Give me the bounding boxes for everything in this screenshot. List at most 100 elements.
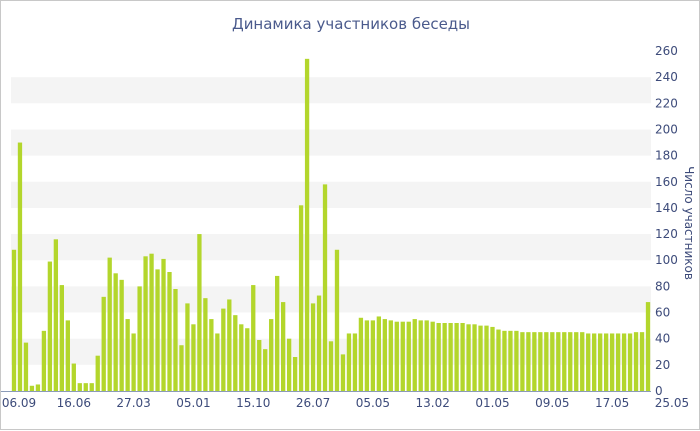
bar [466, 324, 471, 391]
bar [11, 249, 17, 391]
bar [418, 320, 423, 391]
grid-band [11, 77, 651, 104]
bar [155, 269, 160, 391]
x-tick-label: 09.05 [535, 396, 569, 410]
bar [376, 316, 382, 391]
bar [358, 317, 364, 391]
bar [227, 299, 232, 391]
bar [269, 319, 274, 391]
bar [454, 323, 459, 391]
bar [526, 332, 531, 391]
bar [215, 333, 220, 391]
bar [89, 383, 94, 391]
bar [251, 285, 256, 391]
bar [275, 275, 280, 391]
bar [113, 273, 118, 391]
bar [161, 258, 166, 391]
grid-band [11, 129, 651, 156]
bar [382, 319, 387, 391]
bar [257, 340, 262, 391]
bar [125, 319, 130, 391]
bar [490, 326, 495, 391]
bar [280, 302, 286, 391]
bar [233, 315, 238, 391]
y-tick-label: 40 [655, 332, 670, 346]
x-tick-label: 05.05 [356, 396, 390, 410]
bar [316, 295, 322, 391]
bar [101, 296, 106, 391]
bar [609, 333, 615, 391]
y-tick-label: 200 [655, 122, 678, 136]
bar [364, 320, 370, 391]
bar [412, 319, 417, 391]
bar [627, 333, 633, 391]
bar [562, 332, 567, 391]
bar [496, 329, 501, 391]
y-tick-label: 120 [655, 227, 678, 241]
bar [322, 184, 328, 391]
bar [203, 298, 208, 391]
bar [221, 308, 226, 391]
bar [598, 333, 603, 391]
bar [574, 332, 579, 391]
bar [167, 272, 172, 391]
bar [544, 332, 549, 391]
x-tick-label: 13.02 [416, 396, 450, 410]
bar [484, 325, 489, 391]
bar [478, 325, 483, 391]
bar [209, 319, 214, 391]
x-tick-label: 06.09 [2, 396, 36, 410]
bar [448, 323, 453, 391]
grid-band [11, 234, 651, 261]
bar [143, 256, 148, 391]
bar [586, 333, 591, 391]
bar [352, 333, 358, 391]
x-tick-label: 16.06 [57, 396, 91, 410]
bar [514, 330, 519, 391]
bar [424, 320, 429, 391]
bar [17, 142, 23, 391]
x-tick-label: 05.01 [176, 396, 210, 410]
bar [645, 302, 651, 391]
bar [592, 333, 597, 391]
bar [131, 333, 136, 391]
bar [41, 330, 47, 391]
bar [430, 321, 435, 391]
bar [119, 279, 124, 391]
bar [532, 332, 537, 391]
y-tick-label: 0 [655, 384, 663, 398]
bar [239, 324, 244, 391]
x-tick-label: 27.03 [116, 396, 150, 410]
bar [580, 332, 585, 391]
bar [47, 261, 53, 391]
x-tick-label: 15.10 [236, 396, 270, 410]
bar [633, 332, 639, 391]
y-tick-label: 140 [655, 201, 678, 215]
bar [245, 328, 250, 391]
bar [334, 249, 340, 391]
bar [292, 357, 298, 391]
y-tick-label: 80 [655, 279, 670, 293]
bar [639, 332, 645, 391]
bar [65, 320, 70, 391]
chart-title: Динамика участников беседы [232, 15, 470, 33]
grid-band [11, 286, 651, 313]
bar [173, 289, 178, 391]
bar [406, 321, 411, 391]
bar [29, 385, 35, 391]
bar [179, 345, 184, 391]
bar [615, 333, 621, 391]
y-tick-label: 260 [655, 44, 678, 58]
bar [436, 323, 441, 391]
bar [35, 384, 41, 391]
grid-band [11, 181, 651, 208]
bar [621, 333, 627, 391]
y-axis-label: Число участников [682, 166, 696, 280]
bar [191, 324, 196, 391]
bar [328, 341, 334, 391]
y-tick-label: 20 [655, 358, 670, 372]
bar [263, 349, 268, 391]
bar [538, 332, 543, 391]
bar [370, 320, 376, 391]
y-tick-label: 180 [655, 149, 678, 163]
